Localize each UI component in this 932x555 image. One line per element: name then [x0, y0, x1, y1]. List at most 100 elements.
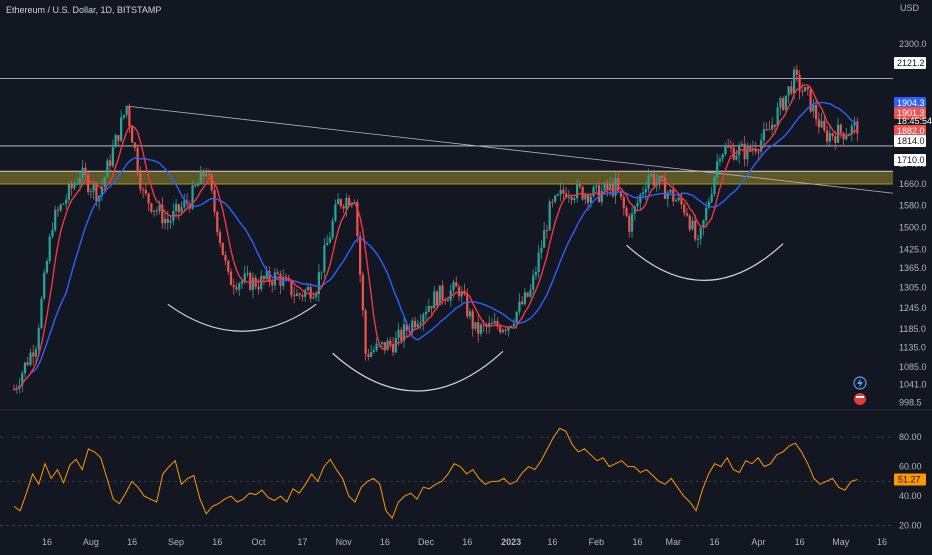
- candle-body: [452, 282, 455, 291]
- candle-body: [207, 173, 211, 175]
- candle-body: [301, 295, 304, 297]
- candle-body: [512, 323, 516, 326]
- candle-body: [150, 203, 153, 212]
- candle-body: [581, 186, 584, 200]
- candle-body: [669, 189, 672, 193]
- candle-body: [694, 220, 697, 240]
- candle-body: [111, 147, 114, 166]
- x-tick-label: Feb: [589, 537, 605, 547]
- candle-body: [545, 230, 548, 232]
- price-axis-label-bg: [894, 97, 926, 109]
- candle-body: [26, 362, 29, 365]
- candle-body: [471, 311, 474, 329]
- candle-body: [433, 291, 436, 309]
- candle-body: [644, 188, 647, 193]
- candle-body: [532, 275, 535, 290]
- candle-body: [45, 261, 49, 273]
- candle-body: [356, 202, 359, 236]
- candle-body: [614, 178, 617, 196]
- candle-body: [446, 300, 450, 302]
- candle-body: [430, 306, 433, 309]
- candle-body: [339, 199, 342, 207]
- x-tick-label: Apr: [751, 537, 765, 547]
- x-tick-label: 16: [127, 537, 137, 547]
- candle-body: [29, 352, 32, 365]
- candle-body: [205, 173, 208, 177]
- y-tick-label: 1245.0: [899, 303, 927, 313]
- candle-body: [240, 280, 244, 284]
- candle-body: [724, 146, 727, 155]
- candle-body: [727, 146, 730, 148]
- candle-body: [490, 322, 494, 324]
- candle-body: [405, 324, 408, 331]
- price-axis-label-bg: [894, 107, 926, 119]
- candle-body: [790, 86, 793, 94]
- candle-body: [567, 196, 570, 198]
- candle-body: [62, 203, 65, 205]
- candle-body: [812, 104, 815, 112]
- candle-body: [328, 237, 331, 243]
- chart-title: Ethereum / U.S. Dollar, 1D, BITSTAMP: [6, 5, 162, 15]
- candle-body: [435, 291, 439, 306]
- bar-countdown-label: 18:45:54: [897, 116, 932, 126]
- candle-body: [740, 143, 744, 147]
- x-tick-label: Sep: [168, 537, 184, 547]
- candle-body: [543, 230, 546, 248]
- y-tick-label: 1365.0: [899, 263, 927, 273]
- candle-body: [254, 277, 257, 287]
- candle-body: [169, 220, 172, 223]
- candle-body: [834, 136, 837, 143]
- candle-body: [218, 232, 222, 243]
- candle-body: [663, 177, 667, 199]
- candle-body: [48, 236, 51, 262]
- candle-body: [718, 158, 722, 162]
- candle-body: [565, 193, 568, 198]
- candle-body: [729, 147, 733, 149]
- candle-body: [817, 119, 820, 128]
- x-tick-label: May: [832, 537, 850, 547]
- candle-body: [688, 215, 691, 230]
- candle-body: [76, 183, 79, 185]
- candle-body: [825, 130, 829, 142]
- candle-body: [488, 322, 491, 328]
- candle-body: [34, 349, 38, 357]
- candle-body: [652, 174, 656, 186]
- candle-body: [87, 174, 90, 193]
- candle-body: [534, 271, 538, 276]
- candle-body: [696, 238, 700, 240]
- candle-body: [468, 311, 472, 317]
- candle-body: [485, 325, 488, 328]
- candle-body: [713, 176, 716, 195]
- x-tick-label: 16: [380, 537, 390, 547]
- candle-body: [438, 285, 441, 306]
- candle-body: [746, 145, 749, 160]
- candle-body: [161, 205, 164, 224]
- candle-body: [345, 197, 348, 209]
- candle-body: [213, 190, 216, 212]
- candle-body: [416, 323, 419, 328]
- candle-body: [147, 193, 150, 204]
- pattern-arc: [626, 243, 784, 281]
- candle-body: [831, 133, 834, 137]
- price-axis-label-bg: [894, 57, 926, 69]
- rsi-value-label: 51.27: [898, 474, 921, 484]
- candle-body: [411, 320, 414, 333]
- candle-body: [125, 106, 128, 116]
- candle-body: [70, 184, 73, 189]
- candle-body: [106, 160, 109, 178]
- candle-body: [691, 220, 694, 230]
- candle-body: [276, 272, 279, 275]
- candle-body: [243, 273, 246, 281]
- x-tick-label: 16: [547, 537, 557, 547]
- candle-body: [776, 107, 779, 127]
- x-tick-label: 2023: [501, 537, 521, 547]
- candle-body: [463, 291, 466, 295]
- candle-body: [262, 276, 266, 280]
- candle-body: [40, 298, 43, 328]
- candle-body: [142, 189, 145, 191]
- candle-body: [51, 230, 54, 237]
- candle-body: [109, 160, 112, 166]
- candle-body: [196, 183, 200, 187]
